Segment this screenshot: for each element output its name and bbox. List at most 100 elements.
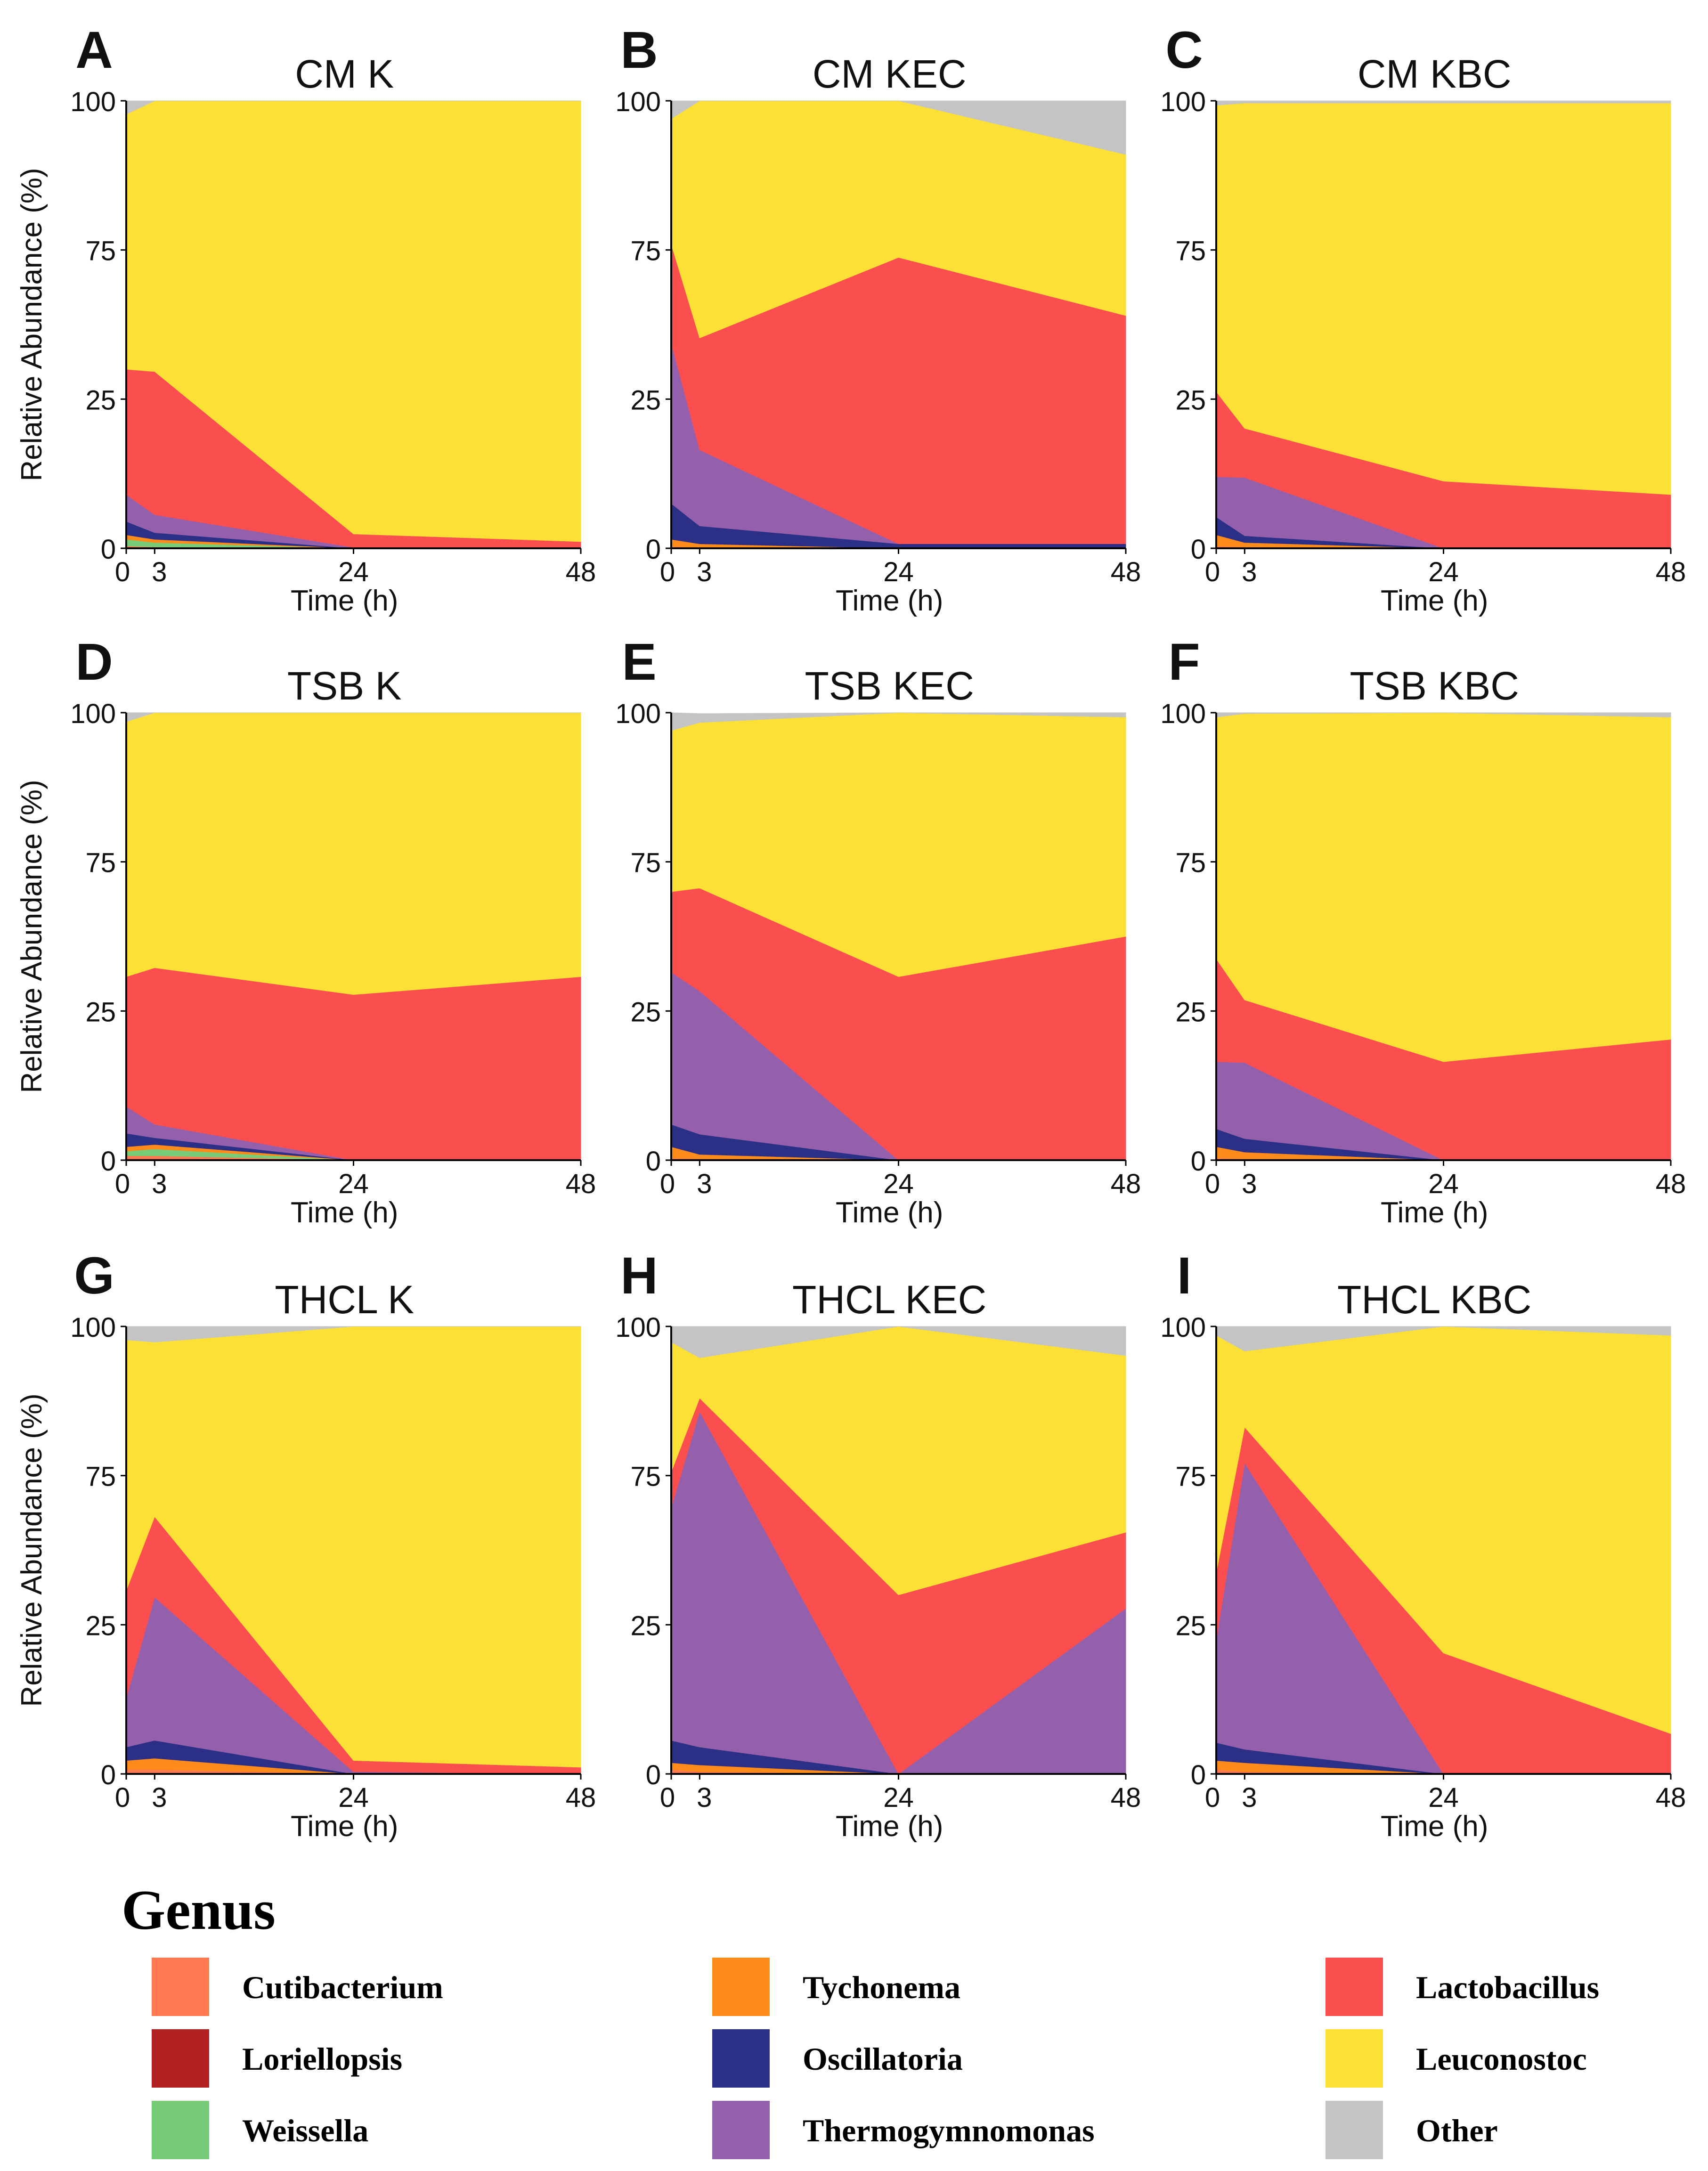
x-tick-label: 3	[152, 1782, 167, 1813]
x-tick-label: 3	[697, 1169, 712, 1199]
area-other	[1216, 712, 1671, 718]
y-tick-label: 75	[1175, 1462, 1206, 1492]
x-tick-label: 0	[1205, 1169, 1220, 1199]
legend-item-thermogymnomonas: Thermogymnomonas	[712, 2101, 1095, 2159]
legend-swatch	[152, 1958, 209, 2016]
y-tick-label: 25	[1175, 385, 1206, 415]
y-tick-label: 100	[70, 87, 116, 117]
y-tick-label: 0	[646, 534, 661, 565]
y-tick-label: 100	[1160, 87, 1206, 117]
y-tick-label: 0	[1191, 1760, 1206, 1790]
legend-item-cutibacterium: Cutibacterium	[152, 1958, 443, 2016]
legend-item-loriellopsis: Loriellopsis	[152, 2029, 402, 2088]
y-tick-label: 75	[1175, 848, 1206, 878]
y-tick-label: 0	[646, 1146, 661, 1177]
legend-item-oscillatoria: Oscillatoria	[712, 2029, 963, 2088]
y-tick-label: 75	[85, 1462, 116, 1492]
legend-label: Oscillatoria	[803, 2041, 963, 2077]
y-tick-label: 25	[85, 997, 116, 1027]
panel-title: TSB KEC	[805, 664, 974, 708]
legend-item-other: Other	[1326, 2101, 1498, 2159]
x-tick-label: 0	[660, 1782, 675, 1813]
y-tick-label: 75	[630, 848, 661, 878]
area-other	[671, 712, 1126, 731]
area-leuconostoc	[1216, 103, 1671, 495]
panel-title: TSB K	[287, 664, 402, 708]
x-tick-label: 3	[1242, 1782, 1257, 1813]
legend-swatch	[712, 2101, 770, 2159]
x-axis-label: Time (h)	[291, 1810, 398, 1843]
y-tick-label: 0	[1191, 1146, 1206, 1177]
panel-letter: A	[75, 21, 113, 79]
area-leuconostoc	[126, 712, 581, 995]
area-other	[126, 100, 581, 115]
y-tick-label: 25	[630, 1610, 661, 1641]
x-tick-label: 24	[1428, 1782, 1459, 1813]
x-tick-label: 0	[660, 557, 675, 587]
y-tick-label: 100	[1160, 1312, 1206, 1343]
panel-title: THCL K	[275, 1277, 414, 1322]
panel-letter: F	[1168, 633, 1200, 691]
x-axis-label: Time (h)	[1381, 1196, 1488, 1229]
area-other	[1216, 1326, 1671, 1351]
x-axis-label: Time (h)	[1381, 1810, 1488, 1843]
x-tick-label: 3	[152, 557, 167, 587]
x-tick-label: 48	[1656, 1169, 1686, 1199]
x-tick-label: 3	[697, 1782, 712, 1813]
legend-swatch	[712, 2029, 770, 2088]
legend-item-tychonema: Tychonema	[712, 1958, 960, 2016]
x-tick-label: 48	[1111, 1169, 1141, 1199]
x-tick-label: 48	[1111, 1782, 1141, 1813]
x-tick-label: 0	[660, 1169, 675, 1199]
panel-letter: G	[74, 1247, 114, 1305]
x-tick-label: 0	[115, 557, 130, 587]
x-tick-label: 24	[1428, 1169, 1459, 1199]
x-tick-label: 24	[883, 1782, 914, 1813]
y-tick-label: 25	[1175, 997, 1206, 1027]
y-tick-label: 75	[85, 848, 116, 878]
x-tick-label: 24	[1428, 557, 1459, 587]
panel-title: THCL KBC	[1337, 1277, 1531, 1322]
x-axis-label: Time (h)	[836, 1810, 943, 1843]
x-tick-label: 0	[1205, 1782, 1220, 1813]
x-tick-label: 24	[338, 1782, 369, 1813]
y-axis-label: Relative Abundance (%)	[16, 780, 48, 1093]
genus-legend: Genus Cutibacterium Loriellopsis Weissella…	[122, 1878, 1599, 2159]
legend-label: Other	[1416, 2113, 1498, 2148]
y-tick-label: 0	[101, 534, 116, 565]
x-axis-label: Time (h)	[291, 1196, 398, 1229]
x-tick-label: 3	[1242, 557, 1257, 587]
legend-swatch	[1326, 1958, 1383, 2016]
x-axis-label: Time (h)	[291, 585, 398, 617]
area-other	[126, 712, 581, 722]
area-lactobacillus	[126, 967, 581, 1161]
y-tick-label: 25	[85, 385, 116, 415]
x-tick-label: 3	[1242, 1169, 1257, 1199]
x-axis-label: Time (h)	[836, 1196, 943, 1229]
panel-letter: E	[622, 633, 656, 691]
y-tick-label: 25	[1175, 1610, 1206, 1641]
legend-item-leuconostoc: Leuconostoc	[1326, 2029, 1587, 2088]
y-tick-label: 75	[85, 236, 116, 267]
legend-label: Loriellopsis	[242, 2041, 402, 2077]
y-tick-label: 100	[615, 1312, 661, 1343]
x-tick-label: 24	[338, 557, 369, 587]
panel-letter: H	[620, 1247, 658, 1305]
y-tick-label: 100	[70, 1312, 116, 1343]
y-tick-label: 25	[630, 997, 661, 1027]
area-other	[126, 1326, 581, 1342]
x-tick-label: 24	[338, 1169, 369, 1199]
panel-title: CM KBC	[1358, 52, 1512, 96]
panel-title: CM K	[295, 52, 394, 96]
y-tick-label: 0	[646, 1760, 661, 1790]
legend-swatch	[152, 2029, 209, 2088]
x-tick-label: 48	[1656, 1782, 1686, 1813]
y-tick-label: 25	[85, 1610, 116, 1641]
x-tick-label: 48	[566, 1782, 596, 1813]
